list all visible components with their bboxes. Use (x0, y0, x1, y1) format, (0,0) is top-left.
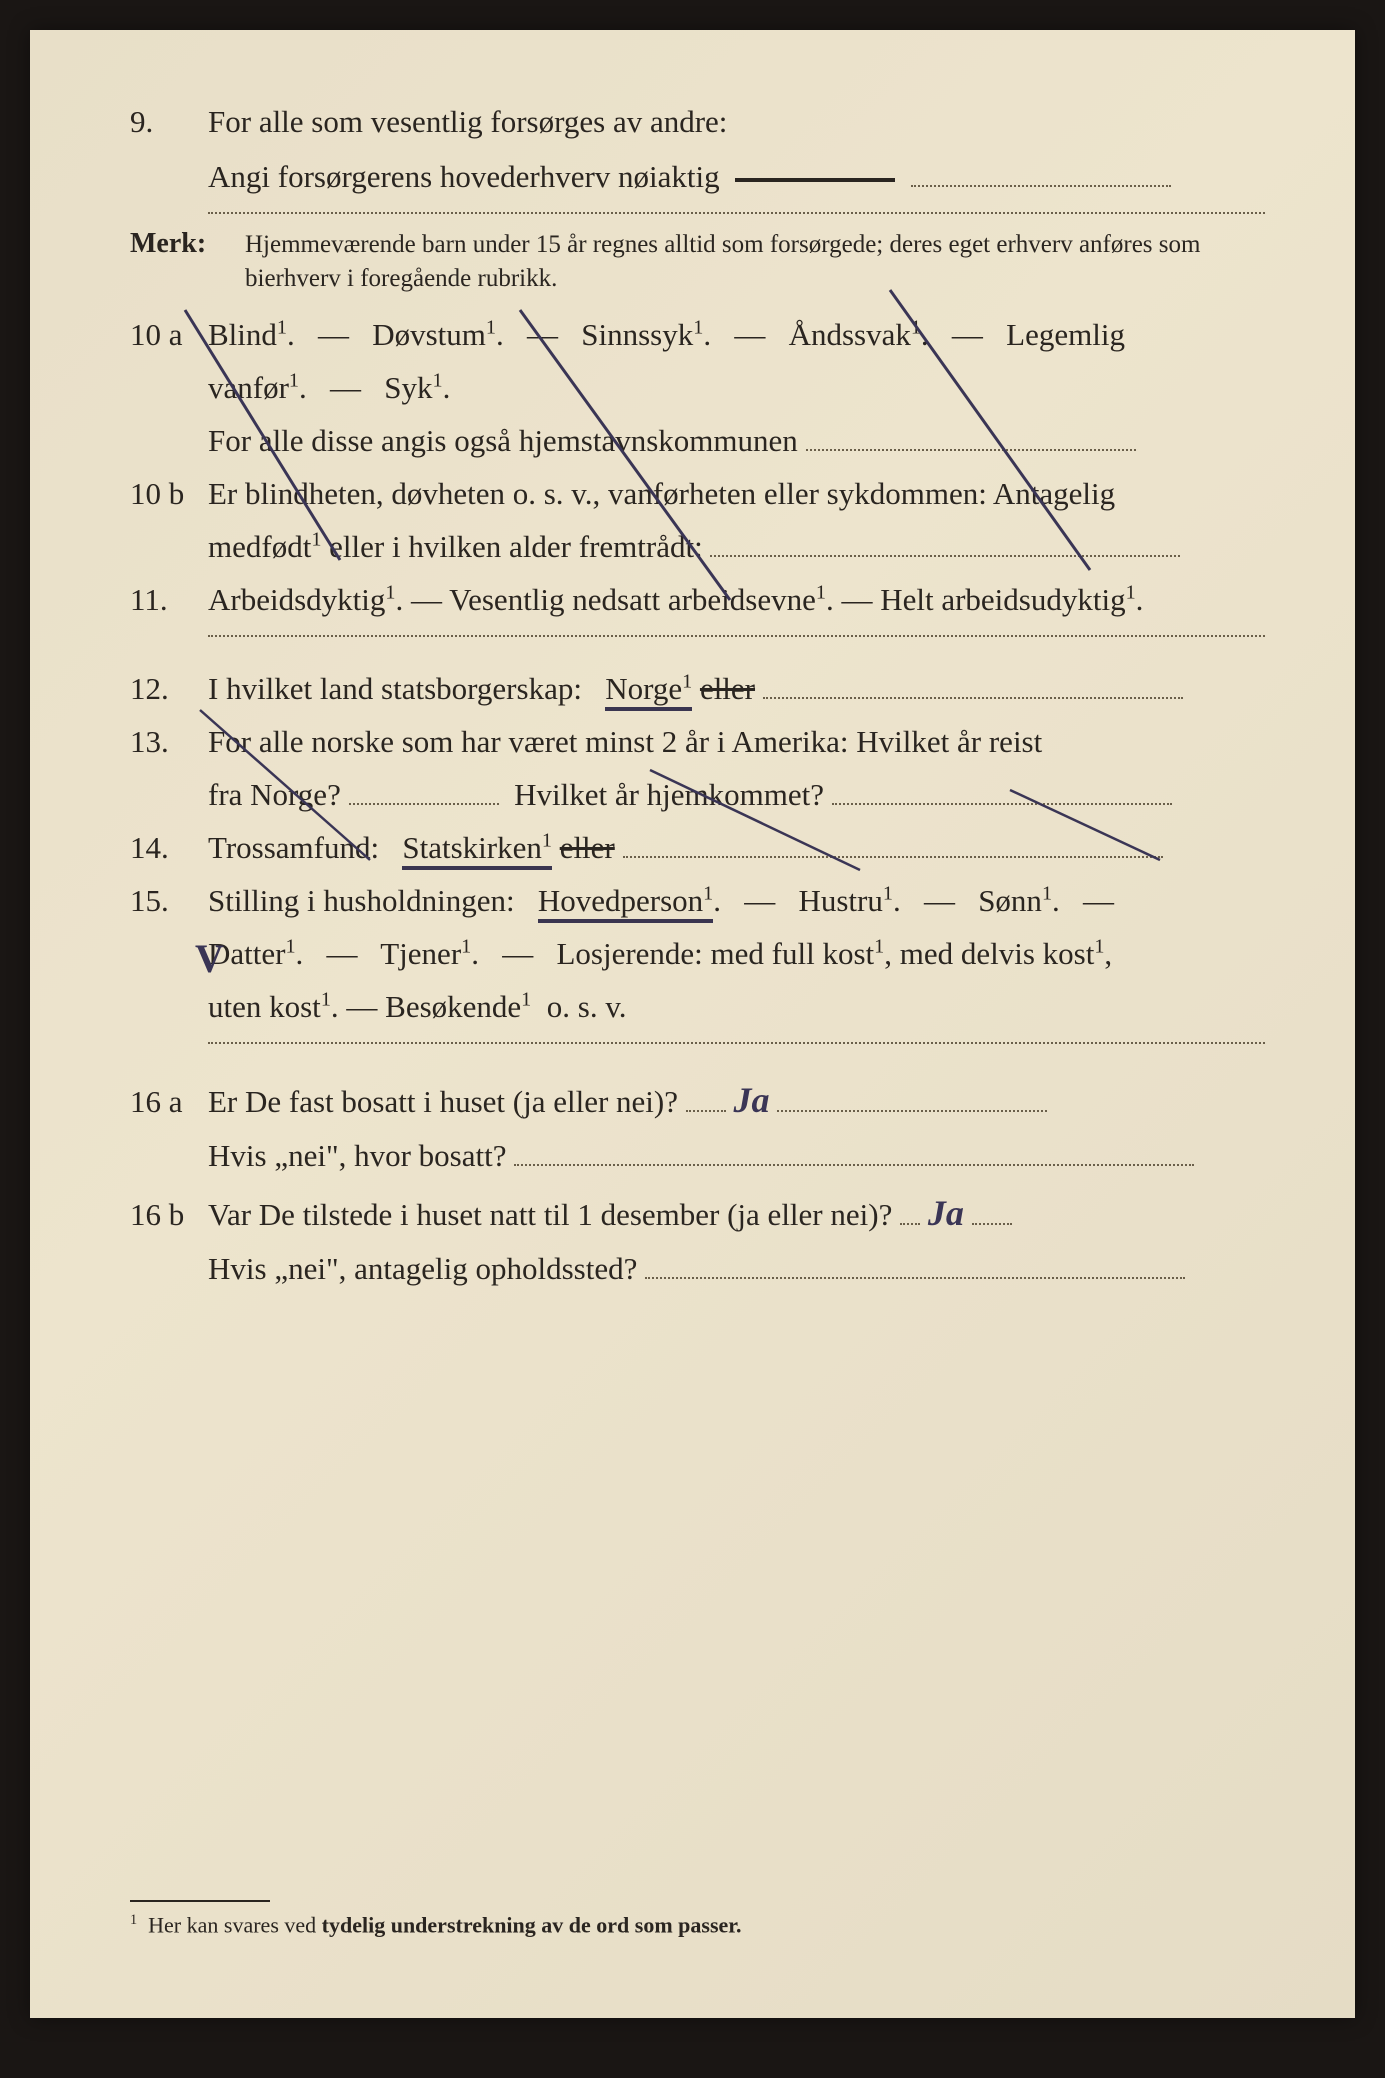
q13-line2: fra Norge? Hvilket år hjemkommet? (130, 773, 1265, 818)
q14-number: 14. (130, 826, 208, 871)
q16a-line1: 16 a Er De fast bosatt i huset (ja eller… (130, 1074, 1265, 1126)
q15-checkmark-icon: V (195, 930, 224, 988)
q9-answer-blank (735, 178, 895, 182)
q14-text: Trossamfund: (208, 830, 379, 865)
q12: 12. I hvilket land statsborgerskap: Norg… (130, 667, 1265, 712)
q16b-line2: Hvis „nei", antagelig opholdssted? (130, 1247, 1265, 1292)
q15-tjener: Tjener (380, 936, 461, 971)
q15-hovedperson: Hovedperson1 (538, 883, 713, 923)
q15-uten-kost: uten kost (208, 989, 321, 1024)
q11-rule (208, 635, 1265, 637)
q10b-line1: 10 b Er blindheten, døvheten o. s. v., v… (130, 472, 1265, 517)
q10a-hjemstavn: For alle disse angis også hjemstavnskomm… (208, 423, 798, 458)
q10a-number: 10 a (130, 313, 208, 358)
q10a-dovstum: Døvstum (372, 317, 486, 352)
q9-number: 9. (130, 100, 208, 145)
q11-udyktig: Helt arbeidsudyktig (880, 582, 1125, 617)
q14: 14. Trossamfund: Statskirken1 eller (130, 826, 1265, 871)
q13-text1: For alle norske som har været minst 2 år… (208, 720, 1265, 765)
q10a-andssvak: Åndssvak (789, 317, 911, 352)
q15-text: Stilling i husholdningen: (208, 883, 515, 918)
q14-eller-struck: eller (560, 830, 615, 865)
merk-label: Merk: (130, 228, 245, 260)
q11-number: 11. (130, 578, 208, 623)
q16b-hvis-nei: Hvis „nei", antagelig opholdssted? (208, 1251, 637, 1286)
q10b-line2: medfødt1 eller i hvilken alder fremtrådt… (130, 525, 1265, 570)
q10a-line3: For alle disse angis også hjemstavnskomm… (130, 419, 1265, 464)
q10a-syk: Syk (384, 370, 432, 405)
q16b-text: Var De tilstede i huset natt til 1 desem… (208, 1197, 892, 1232)
q10a-line1: 10 a Blind1. — Døvstum1. — Sinnssyk1. — … (130, 313, 1265, 358)
q11-arbeidsdyktig: Arbeidsdyktig (208, 582, 385, 617)
q16b-number: 16 b (130, 1193, 208, 1238)
q16a-answer-ja: Ja (733, 1080, 769, 1120)
q12-eller-struck: eller (700, 671, 755, 706)
merk-text: Hjemmeværende barn under 15 år regnes al… (245, 228, 1265, 296)
q16a-hvis-nei: Hvis „nei", hvor bosatt? (208, 1138, 506, 1173)
q15-line3: uten kost1. — Besøkende1 o. s. v. (130, 985, 1265, 1030)
q11: 11. Arbeidsdyktig1. — Vesentlig nedsatt … (130, 578, 1265, 623)
q11-nedsatt: Vesentlig nedsatt arbeidsevne (449, 582, 816, 617)
q13-fra-norge: fra Norge? (208, 777, 341, 812)
q16a-number: 16 a (130, 1080, 208, 1125)
q15-losjerende: Losjerende: med full kost (556, 936, 874, 971)
q9-rule (208, 212, 1265, 214)
q9-text2: Angi forsørgerens hovederhverv nøiaktig (208, 159, 720, 194)
q16a-line2: Hvis „nei", hvor bosatt? (130, 1134, 1265, 1179)
q16b-answer-ja: Ja (928, 1193, 964, 1233)
q12-answer-norge: Norge1 (605, 671, 692, 711)
q16a-text: Er De fast bosatt i huset (ja eller nei)… (208, 1084, 678, 1119)
q13-number: 13. (130, 720, 208, 765)
footnote-rule (130, 1900, 270, 1902)
q15-sonn: Sønn (978, 883, 1042, 918)
merk-note: Merk: Hjemmeværende barn under 15 år reg… (130, 228, 1265, 296)
q10b-text1: Er blindheten, døvheten o. s. v., vanfør… (208, 472, 1265, 517)
q10b-alder: eller i hvilken alder fremtrådt: (329, 529, 703, 564)
q15-besokende: Besøkende (385, 989, 521, 1024)
q10b-number: 10 b (130, 472, 208, 517)
q10a-legemlig: Legemlig (1006, 317, 1125, 352)
q9-line2: Angi forsørgerens hovederhverv nøiaktig (130, 155, 1265, 200)
q10a-line2: vanfør1. — Syk1. (130, 366, 1265, 411)
footnote: 1 Her kan svares ved tydelig understrekn… (130, 1912, 1265, 1938)
q10a-sinnssyk: Sinnssyk (581, 317, 693, 352)
q10a-vanfor: vanfør (208, 370, 289, 405)
q15-line1: 15. Stilling i husholdningen: Hovedperso… (130, 879, 1265, 924)
q13-hjemkommet: Hvilket år hjemkommet? (514, 777, 824, 812)
q10a-blind: Blind (208, 317, 277, 352)
q15-number: 15. (130, 879, 208, 924)
q16b-line1: 16 b Var De tilstede i huset natt til 1 … (130, 1187, 1265, 1239)
footnote-block: 1 Her kan svares ved tydelig understrekn… (130, 1900, 1265, 1938)
q9-text1: For alle som vesentlig forsørges av andr… (208, 100, 1265, 145)
q13-line1: 13. For alle norske som har været minst … (130, 720, 1265, 765)
q9-dotted-tail (911, 185, 1171, 187)
q15-line2: V Datter1. — Tjener1. — Losjerende: med … (130, 932, 1265, 977)
q14-answer-statskirken: Statskirken1 (402, 830, 552, 870)
q15-hustru: Hustru (798, 883, 882, 918)
q10b-medfodt: medfødt (208, 529, 311, 564)
q12-text: I hvilket land statsborgerskap: (208, 671, 582, 706)
q9-line1: 9. For alle som vesentlig forsørges av a… (130, 100, 1265, 145)
census-form-page: 9. For alle som vesentlig forsørges av a… (30, 30, 1355, 2018)
q15-rule (208, 1042, 1265, 1044)
q12-number: 12. (130, 667, 208, 712)
